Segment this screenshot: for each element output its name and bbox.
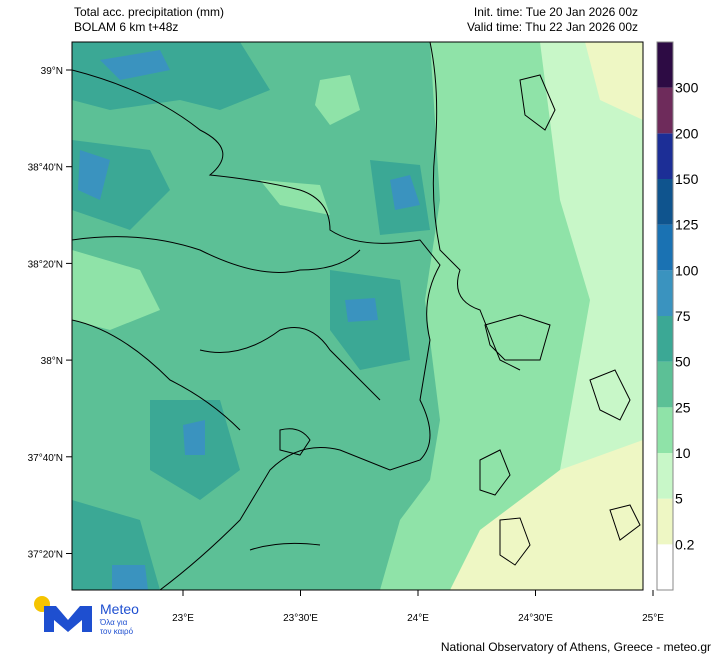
subtitle: BOLAM 6 km t+48z [74,20,178,34]
colorbar-label: 200 [675,125,699,141]
lon-tick-label: 23°E [172,613,194,624]
colorbar-label: 50 [675,354,691,370]
lat-tick-label: 38°N [41,356,63,367]
valid-time: Valid time: Thu 22 Jan 2026 00z [467,20,638,34]
colorbar: 0.2 5 10 25 50 75 100 125 150 200 300 [656,41,699,591]
colorbar-segment [657,179,673,225]
colorbar-segment [657,361,673,408]
colorbar-segment [657,133,673,179]
lon-tick-label: 24°E [407,613,429,624]
lat-tick-label: 39°N [41,66,63,77]
lat-tick-label: 38°20'N [28,259,63,270]
colorbar-label: 100 [675,262,699,278]
logo: Meteo Όλα για τον καιρό [34,596,139,636]
colorbar-frame [656,41,674,591]
colorbar-segment [657,224,673,271]
colorbar-segment [657,498,673,545]
colorbar-label: 300 [675,80,699,96]
logo-tagline: τον καιρό [100,627,134,636]
colorbar-segment [657,544,673,590]
colorbar-segment [657,87,673,134]
map [71,41,644,591]
lon-axis: 23°E 23°30'E 24°E 24°30'E 25°E [172,590,664,624]
title: Total acc. precipitation (mm) [74,5,224,19]
logo-tagline: Όλα για [99,618,128,627]
lat-tick-label: 37°20'N [28,550,63,561]
init-time: Init. time: Tue 20 Jan 2026 00z [474,5,638,19]
lon-tick-label: 25°E [642,613,664,624]
lat-tick-label: 37°40'N [28,453,63,464]
colorbar-segment [657,270,673,316]
colorbar-label: 75 [675,308,691,324]
colorbar-label: 5 [675,491,683,507]
logo-mark [44,606,92,632]
logo-name: Meteo [100,601,139,617]
colorbar-label: 125 [675,217,699,233]
colorbar-segment [657,407,673,453]
lat-axis: 39°N 38°40'N 38°20'N 38°N 37°40'N 37°20'N [28,66,72,561]
footer: National Observatory of Athens, Greece -… [441,640,711,654]
lon-tick-label: 23°30'E [283,613,318,624]
colorbar-segment [657,316,673,362]
lat-tick-label: 38°40'N [28,163,63,174]
colorbar-label: 150 [675,171,699,187]
lon-tick-label: 24°30'E [518,613,553,624]
colorbar-segment [657,453,673,499]
colorbar-segment [657,42,673,88]
colorbar-label: 0.2 [675,536,695,552]
colorbar-label: 25 [675,399,691,415]
colorbar-label: 10 [675,445,691,461]
